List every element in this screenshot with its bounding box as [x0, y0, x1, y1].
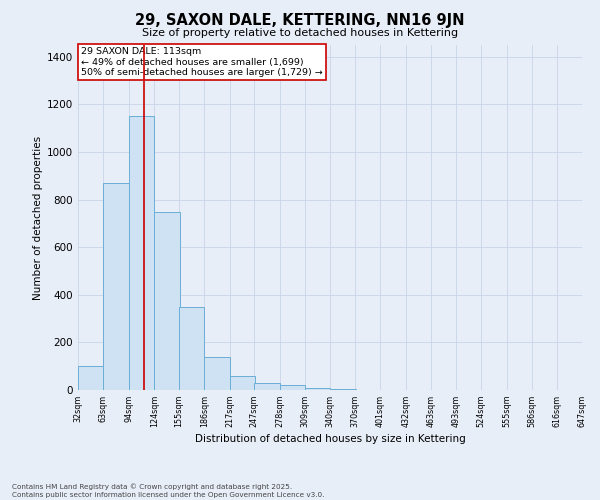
Bar — [179, 306, 204, 390]
Bar — [254, 383, 280, 390]
Text: 29, SAXON DALE, KETTERING, NN16 9JN: 29, SAXON DALE, KETTERING, NN16 9JN — [135, 12, 465, 28]
Bar — [280, 385, 305, 390]
Text: 29 SAXON DALE: 113sqm
← 49% of detached houses are smaller (1,699)
50% of semi-d: 29 SAXON DALE: 113sqm ← 49% of detached … — [81, 48, 323, 77]
Bar — [305, 388, 331, 390]
Bar — [103, 183, 129, 390]
Y-axis label: Number of detached properties: Number of detached properties — [33, 136, 43, 300]
Bar — [78, 366, 103, 390]
Bar — [204, 356, 230, 390]
Bar — [331, 389, 356, 390]
Text: Size of property relative to detached houses in Kettering: Size of property relative to detached ho… — [142, 28, 458, 38]
Bar — [129, 116, 154, 390]
Text: Contains HM Land Registry data © Crown copyright and database right 2025.
Contai: Contains HM Land Registry data © Crown c… — [12, 484, 325, 498]
X-axis label: Distribution of detached houses by size in Kettering: Distribution of detached houses by size … — [194, 434, 466, 444]
Bar — [154, 212, 179, 390]
Bar — [230, 376, 255, 390]
